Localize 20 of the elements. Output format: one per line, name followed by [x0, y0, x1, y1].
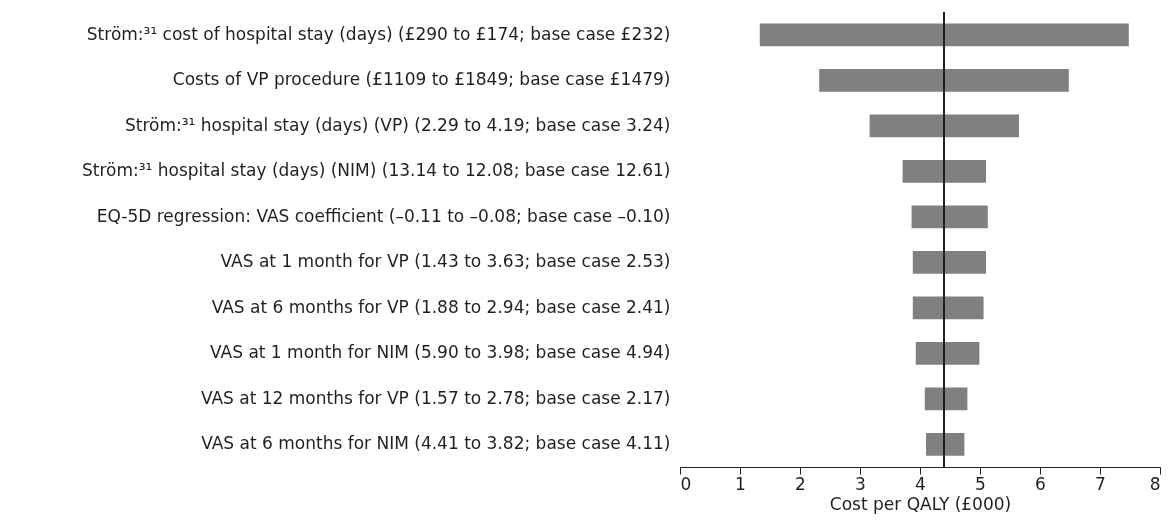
- y-tick-label: EQ-5D regression: VAS coefficient (–0.11 to –0.08; base case –0.10): [96, 205, 671, 226]
- x-axis-title: Cost per QALY (£000): [829, 493, 1012, 514]
- x-tick-label: 5: [975, 473, 986, 494]
- y-tick-label: VAS at 1 month for NIM (5.90 to 3.98; base case 4.94): [210, 342, 671, 363]
- y-tick-label: Ström:³¹ hospital stay (days) (VP) (2.29 to 4.19; base case 3.24): [124, 114, 671, 135]
- x-tick-label: 7: [1095, 473, 1106, 494]
- y-tick-label: Ström:³¹ cost of hospital stay (days) (£290 to £174; base case £232): [86, 23, 671, 44]
- y-tick-label: VAS at 6 months for NIM (4.41 to 3.82; base case 4.11): [201, 433, 671, 454]
- x-tick-label: 0: [680, 473, 692, 494]
- x-tick-label: 1: [735, 473, 746, 494]
- y-tick-label: VAS at 12 months for VP (1.57 to 2.78; base case 2.17): [200, 387, 671, 408]
- y-tick-label: VAS at 1 month for VP (1.43 to 3.63; base case 2.53): [220, 251, 671, 272]
- y-tick-label: Costs of VP procedure (£1109 to £1849; base case £1479): [172, 69, 671, 90]
- y-tick-label: VAS at 6 months for VP (1.88 to 2.94; base case 2.41): [211, 296, 671, 317]
- x-tick-label: 4: [915, 473, 926, 494]
- x-tick-label: 8: [1149, 473, 1161, 494]
- x-tick-label: 6: [1035, 473, 1046, 494]
- x-tick-label: 3: [855, 473, 866, 494]
- y-tick-label: Ström:³¹ hospital stay (days) (NIM) (13.14 to 12.08; base case 12.61): [81, 160, 671, 181]
- x-tick-label: 2: [795, 473, 806, 494]
